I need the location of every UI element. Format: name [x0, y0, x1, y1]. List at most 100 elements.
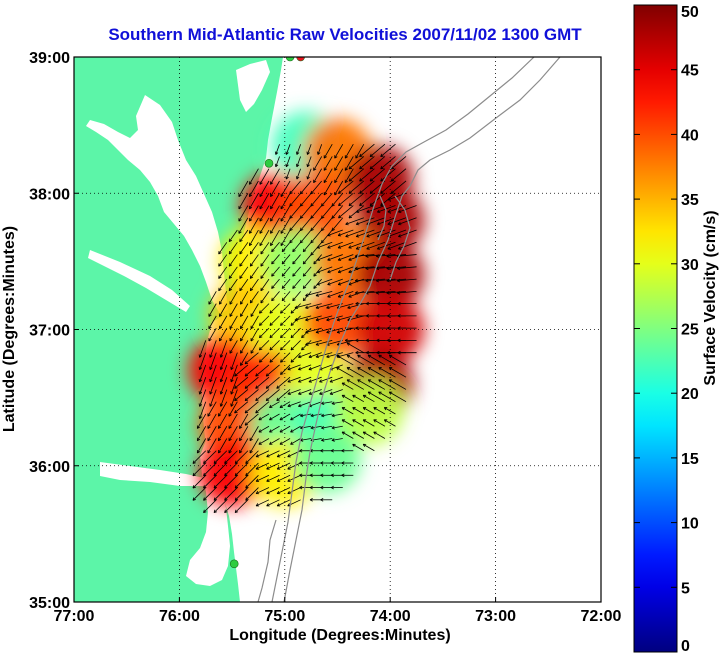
velocity-vector — [386, 266, 407, 269]
colorbar-ticks: 0 5 10 15 20 25 30 35 40 45 50 — [634, 4, 699, 655]
velocity-vector — [300, 438, 312, 441]
velocity-vector — [389, 367, 407, 378]
velocity-vector — [331, 192, 344, 207]
velocity-vector-head — [387, 314, 391, 318]
velocity-vector-head — [259, 181, 263, 185]
velocity-vector — [310, 217, 322, 231]
velocity-vector — [276, 389, 291, 401]
velocity-vector — [326, 327, 343, 333]
velocity-vector — [238, 180, 249, 197]
velocity-vector — [240, 291, 249, 305]
velocity-vector — [229, 291, 238, 305]
velocity-vector — [266, 450, 280, 458]
velocity-vector — [258, 413, 270, 421]
velocity-vector-head — [309, 461, 313, 465]
velocity-vector — [327, 266, 343, 273]
velocity-vector-head — [203, 509, 207, 513]
velocity-vector — [373, 407, 386, 415]
velocity-vector-head — [323, 191, 327, 196]
velocity-vector-head — [207, 413, 211, 417]
velocity-vector-head — [336, 354, 341, 359]
colorbar-tick-label: 20 — [681, 386, 699, 403]
contour-deep — [271, 57, 535, 602]
velocity-vector-head — [341, 419, 346, 423]
velocity-vector-head — [218, 313, 223, 317]
velocity-vector — [218, 426, 228, 441]
velocity-vector — [192, 462, 207, 477]
velocity-vector-head — [359, 165, 363, 170]
velocity-vector-head — [228, 275, 233, 279]
velocity-vector — [281, 254, 291, 265]
velocity-vector — [228, 242, 238, 255]
velocity-vector-head — [276, 454, 281, 458]
velocity-vector-head — [260, 275, 264, 279]
velocity-vector-head — [230, 403, 234, 407]
y-ticks: 35:00 36:00 37:00 38:00 39:00 — [29, 50, 79, 612]
velocity-vector-head — [287, 454, 291, 458]
velocity-vector — [327, 278, 343, 285]
velocity-vector-head — [323, 167, 327, 171]
velocity-vector-head — [313, 273, 317, 277]
velocity-vector-head — [245, 460, 249, 464]
velocity-vector-head — [346, 354, 351, 359]
velocity-vector — [208, 291, 217, 305]
velocity-vector-head — [299, 473, 303, 478]
velocity-vector-head — [341, 394, 346, 399]
velocity-vector — [398, 205, 417, 213]
velocity-vector — [331, 438, 343, 441]
velocity-vector — [380, 156, 396, 170]
velocity-vector — [287, 389, 301, 395]
velocity-vector-head — [218, 263, 222, 267]
velocity-vector-head — [218, 325, 223, 330]
velocity-vector — [336, 315, 354, 321]
velocity-vector-head — [308, 354, 312, 359]
velocity-vector-head — [315, 342, 320, 346]
velocity-vector-head — [299, 215, 304, 219]
velocity-vector-head — [321, 203, 325, 207]
velocity-vector-head — [258, 359, 263, 363]
velocity-vector-head — [255, 503, 260, 507]
velocity-vector-head — [249, 263, 254, 267]
velocity-vector — [355, 266, 375, 269]
velocity-vector-head — [266, 490, 270, 495]
velocity-vector — [306, 168, 312, 180]
velocity-vector-head — [330, 473, 334, 478]
velocity-vector-head — [218, 250, 222, 255]
velocity-vector-head — [305, 330, 309, 334]
velocity-vector-head — [299, 485, 303, 490]
velocity-vector — [373, 419, 386, 427]
velocity-vector — [269, 413, 280, 421]
velocity-vector — [359, 156, 375, 170]
velocity-vector — [352, 431, 365, 439]
velocity-vector — [366, 241, 386, 250]
velocity-vector — [207, 438, 217, 454]
velocity-vector-head — [310, 425, 314, 430]
velocity-vector-head — [355, 209, 360, 213]
velocity-vector-head — [258, 310, 263, 314]
velocity-vector-head — [228, 250, 233, 255]
velocity-vector-head — [213, 485, 218, 489]
velocity-vector — [294, 315, 312, 321]
velocity-vector — [276, 474, 291, 482]
velocity-vector — [239, 413, 249, 429]
velocity-vector — [270, 180, 280, 197]
velocity-vector — [369, 168, 386, 182]
velocity-vector-head — [320, 461, 324, 465]
velocity-vector-head — [366, 338, 370, 343]
velocity-vector-head — [305, 317, 309, 322]
velocity-vector — [270, 217, 280, 234]
velocity-vector — [249, 242, 259, 255]
velocity-vector — [376, 290, 396, 294]
velocity-vector-head — [337, 257, 342, 261]
velocity-vector-head — [239, 287, 243, 292]
velocity-vector-head — [355, 338, 359, 343]
velocity-vector — [280, 303, 291, 314]
velocity-vector-head — [331, 203, 335, 207]
velocity-vector — [345, 229, 364, 238]
velocity-vector — [244, 352, 259, 365]
velocity-vector — [271, 291, 280, 302]
velocity-vector-head — [208, 313, 212, 317]
velocity-vector-head — [320, 498, 324, 502]
velocity-vector — [355, 143, 365, 159]
velocity-vector — [398, 229, 417, 238]
